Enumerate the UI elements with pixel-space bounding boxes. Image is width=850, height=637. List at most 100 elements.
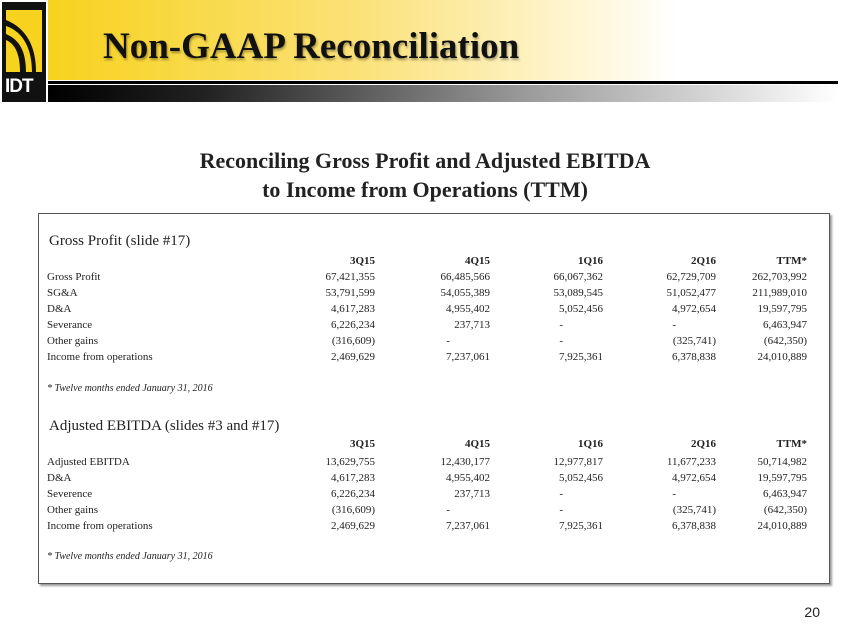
cell-value: 19,597,795: [757, 472, 808, 484]
column-header: 4Q15: [464, 438, 490, 450]
column-header: 1Q16: [577, 438, 603, 450]
cell-value: 211,989,010: [752, 287, 807, 299]
column-header: 3Q15: [349, 438, 375, 450]
cell-value: 54,055,389: [440, 287, 491, 299]
row-label: Income from operations: [47, 520, 153, 532]
page-number: 20: [804, 604, 820, 620]
cell-value: (642,350): [763, 504, 807, 516]
table-row: SG&A 53,791,599 54,055,389 53,089,545 51,052…: [47, 287, 817, 303]
cell-value: 50,714,982: [757, 456, 808, 468]
row-label: Severence: [47, 488, 93, 500]
cell-value: 13,629,755: [325, 456, 376, 468]
cell-value: 66,485,566: [440, 271, 491, 283]
table-row: D&A 4,617,283 4,955,402 5,052,456 4,972,654 1…: [47, 472, 817, 488]
page-title: Non-GAAP Reconciliation: [103, 26, 520, 67]
cell-value: 6,226,234: [331, 319, 375, 331]
column-header: 2Q16: [690, 438, 716, 450]
cell-value: 24,010,889: [757, 520, 808, 532]
slide-subtitle: Reconciling Gross Profit and Adjusted EB…: [0, 146, 850, 204]
cell-value: 237,713: [454, 319, 490, 331]
cell-value: 51,052,477: [666, 287, 717, 299]
cell-value: 67,421,355: [325, 271, 376, 283]
table-row: Severance 6,226,234 237,713 - - 6,463,947: [47, 319, 817, 335]
cell-value: 12,977,817: [553, 456, 604, 468]
cell-value: -: [672, 319, 676, 331]
cell-value: 53,089,545: [553, 287, 604, 299]
cell-value: 6,226,234: [331, 488, 375, 500]
row-label: Income from operations: [47, 351, 153, 363]
cell-value: 237,713: [454, 488, 490, 500]
cell-value: (325,741): [672, 335, 716, 347]
cell-value: 5,052,456: [559, 303, 603, 315]
cell-value: 24,010,889: [757, 351, 808, 363]
cell-value: 6,378,838: [672, 520, 716, 532]
reconciliation-table-box: [38, 213, 830, 584]
cell-value: 6,378,838: [672, 351, 716, 363]
cell-value: 4,972,654: [672, 472, 716, 484]
row-label: D&A: [47, 472, 72, 484]
column-header: 1Q16: [577, 255, 603, 267]
cell-value: (642,350): [763, 335, 807, 347]
cell-value: -: [559, 335, 563, 347]
footnote: * Twelve months ended January 31, 2016: [47, 551, 213, 562]
cell-value: 4,972,654: [672, 303, 716, 315]
subtitle-line-2: to Income from Operations (TTM): [262, 177, 588, 202]
table-row: Income from operations 2,469,629 7,237,061…: [47, 351, 817, 367]
cell-value: 62,729,709: [666, 271, 717, 283]
cell-value: 11,677,233: [666, 456, 716, 468]
row-label: SG&A: [47, 287, 78, 299]
row-label: Gross Profit: [47, 271, 101, 283]
cell-value: (316,609): [331, 335, 375, 347]
row-label: D&A: [47, 303, 72, 315]
column-header: TTM*: [776, 438, 807, 450]
cell-value: 4,955,402: [446, 472, 490, 484]
row-label: Other gains: [47, 504, 99, 516]
column-header: 3Q15: [349, 255, 375, 267]
cell-value: 4,617,283: [331, 303, 375, 315]
cell-value: 66,067,362: [553, 271, 604, 283]
row-label: Adjusted EBITDA: [47, 456, 130, 468]
logo-arc-icon: [6, 10, 42, 72]
cell-value: 6,463,947: [763, 488, 807, 500]
table-row: Gross Profit 67,421,355 66,485,566 66,067,3…: [47, 271, 817, 287]
cell-value: -: [559, 488, 563, 500]
cell-value: -: [672, 488, 676, 500]
cell-value: 7,237,061: [446, 351, 490, 363]
cell-value: -: [446, 335, 450, 347]
header-gradient-bar: [48, 85, 838, 102]
column-header: 4Q15: [464, 255, 490, 267]
cell-value: (316,609): [331, 504, 375, 516]
idt-logo: IDT: [2, 2, 46, 102]
cell-value: 4,955,402: [446, 303, 490, 315]
table-row: Other gains (316,609) - - (325,741) (642,350): [47, 335, 817, 351]
cell-value: 6,463,947: [763, 319, 807, 331]
row-label: Severance: [47, 319, 93, 331]
cell-value: 19,597,795: [757, 303, 808, 315]
cell-value: 2,469,629: [331, 520, 375, 532]
table-row: Other gains (316,609) - - (325,741) (642,350): [47, 504, 817, 520]
table-row: Adjusted EBITDA 13,629,755 12,430,177 12,97…: [47, 456, 817, 472]
subtitle-line-1: Reconciling Gross Profit and Adjusted EB…: [199, 148, 651, 173]
logo-text: IDT: [5, 76, 34, 97]
column-header: 2Q16: [690, 255, 716, 267]
cell-value: 12,430,177: [440, 456, 491, 468]
table-row: D&A 4,617,283 4,955,402 5,052,456 4,972,654 1…: [47, 303, 817, 319]
cell-value: -: [559, 319, 563, 331]
footnote: * Twelve months ended January 31, 2016: [47, 383, 213, 394]
header-band: [48, 0, 838, 80]
cell-value: 4,617,283: [331, 472, 375, 484]
table-row: Income from operations 2,469,629 7,237,061…: [47, 520, 817, 536]
header-divider: [48, 81, 838, 84]
section-title: Gross Profit (slide #17): [49, 233, 191, 249]
cell-value: -: [446, 504, 450, 516]
cell-value: 7,925,361: [559, 351, 603, 363]
cell-value: 7,925,361: [559, 520, 603, 532]
cell-value: -: [559, 504, 563, 516]
section-title: Adjusted EBITDA (slides #3 and #17): [49, 418, 280, 434]
cell-value: 2,469,629: [331, 351, 375, 363]
cell-value: 262,703,992: [752, 271, 807, 283]
cell-value: 5,052,456: [559, 472, 603, 484]
column-header-row: 3Q15 4Q15 1Q16 2Q16 TTM*: [47, 255, 817, 271]
column-header: TTM*: [776, 255, 807, 267]
row-label: Other gains: [47, 335, 99, 347]
